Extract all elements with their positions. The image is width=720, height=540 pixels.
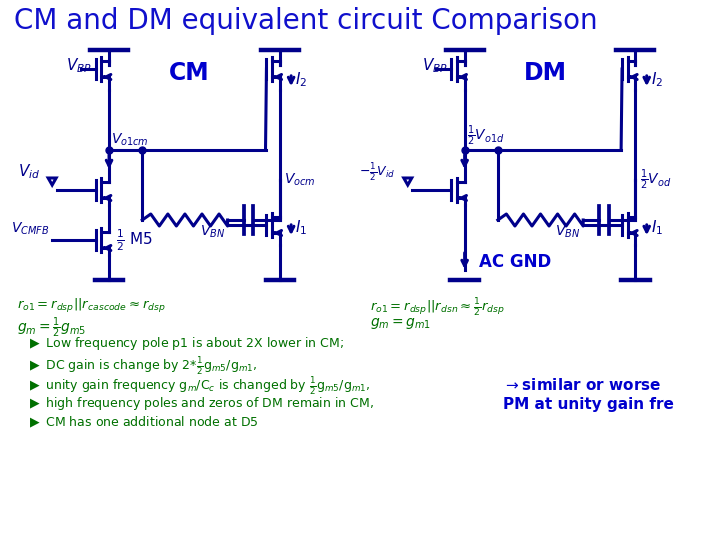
Text: $\blacktriangleright$ unity gain frequency g$_m$/C$_c$ is changed by $\frac{1}{2: $\blacktriangleright$ unity gain frequen… (27, 375, 370, 397)
Text: $r_{o1}=r_{dsp}||r_{cascode}\approx r_{dsp}$: $r_{o1}=r_{dsp}||r_{cascode}\approx r_{d… (17, 297, 166, 315)
Text: $I_2$: $I_2$ (650, 71, 662, 89)
Text: $I_2$: $I_2$ (295, 71, 307, 89)
Text: $V_{BP}$: $V_{BP}$ (66, 57, 93, 76)
Text: $\blacktriangleright$ high frequency poles and zeros of DM remain in CM,: $\blacktriangleright$ high frequency pol… (27, 395, 374, 412)
Text: $\blacktriangleright$ Low frequency pole p1 is about 2X lower in CM;: $\blacktriangleright$ Low frequency pole… (27, 335, 343, 352)
Text: $I_1$: $I_1$ (295, 219, 307, 238)
Text: $r_{o1}=r_{dsp}||r_{dsn}\approx \frac{1}{2}r_{dsp}$: $r_{o1}=r_{dsp}||r_{dsn}\approx \frac{1}… (370, 297, 505, 319)
Text: DM: DM (523, 61, 567, 85)
Text: $I_1$: $I_1$ (650, 219, 662, 238)
Text: AC GND: AC GND (479, 253, 551, 271)
Text: $g_m = \frac{1}{2}g_{m5}$: $g_m = \frac{1}{2}g_{m5}$ (17, 316, 86, 340)
Text: $V_{id}$: $V_{id}$ (17, 163, 40, 181)
Text: $V_{CMFB}$: $V_{CMFB}$ (11, 221, 49, 237)
Text: PM at unity gain fre: PM at unity gain fre (503, 397, 673, 412)
Text: $V_{BN}$: $V_{BN}$ (199, 224, 225, 240)
Text: $g_m = g_{m1}$: $g_m = g_{m1}$ (370, 316, 431, 331)
Text: $\frac{1}{2}$ M5: $\frac{1}{2}$ M5 (116, 227, 153, 253)
Text: $-\frac{1}{2}V_{id}$: $-\frac{1}{2}V_{id}$ (359, 161, 395, 183)
Text: $V_{o1cm}$: $V_{o1cm}$ (111, 132, 149, 148)
Text: CM: CM (169, 61, 210, 85)
Text: $\blacktriangleright$ DC gain is change by 2*$\frac{1}{2}$g$_{m5}$/g$_{m1}$,: $\blacktriangleright$ DC gain is change … (27, 355, 257, 377)
Text: $V_{ocm}$: $V_{ocm}$ (284, 172, 316, 188)
Text: $\rightarrow$similar or worse: $\rightarrow$similar or worse (503, 377, 661, 393)
Text: $\frac{1}{2}V_{o1d}$: $\frac{1}{2}V_{o1d}$ (467, 124, 504, 148)
Text: $\frac{1}{2}V_{od}$: $\frac{1}{2}V_{od}$ (640, 168, 672, 192)
Text: CM and DM equivalent circuit Comparison: CM and DM equivalent circuit Comparison (14, 7, 598, 35)
Text: $V_{BP}$: $V_{BP}$ (422, 57, 448, 76)
Text: $\blacktriangleright$ CM has one additional node at D5: $\blacktriangleright$ CM has one additio… (27, 415, 258, 430)
Text: $V_{BN}$: $V_{BN}$ (555, 224, 580, 240)
